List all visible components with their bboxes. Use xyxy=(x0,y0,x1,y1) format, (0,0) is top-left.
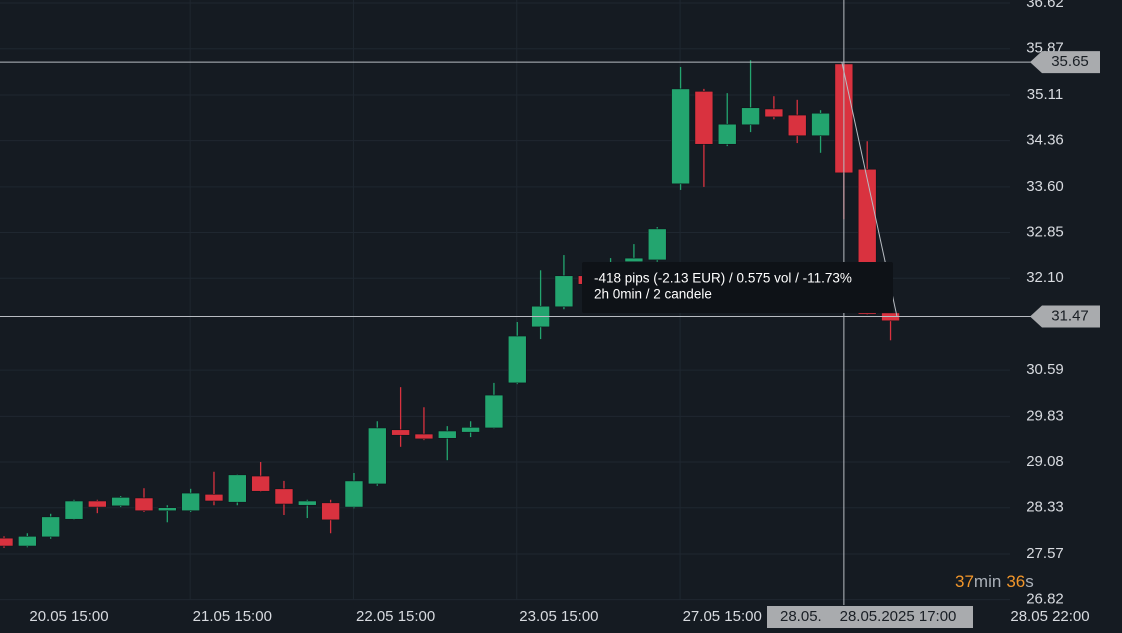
tooltip-box xyxy=(582,262,893,313)
candle-body xyxy=(88,500,107,508)
time-label: 28.05.2025 17:00 xyxy=(840,608,957,625)
candle-body xyxy=(414,433,434,440)
candle-body xyxy=(461,427,480,433)
price-label-box xyxy=(1030,51,1100,74)
tooltip-line: -418 pips (-2.13 EUR) / 0.575 vol / -11.… xyxy=(594,271,852,286)
y-tick-label: 32.10 xyxy=(1026,269,1064,286)
candle-body xyxy=(228,474,247,503)
y-tick-label: 36.62 xyxy=(1026,0,1064,11)
x-tick-label: 20.05 15:00 xyxy=(29,608,108,625)
x-tick-label: 27.05 15:00 xyxy=(683,608,762,625)
price-label: 35.65 xyxy=(1051,53,1089,70)
candle-body xyxy=(251,475,270,492)
y-tick-label: 35.11 xyxy=(1027,86,1063,103)
y-tick-label: 26.82 xyxy=(1026,591,1064,608)
candle-body xyxy=(134,497,154,512)
x-tick-label: 23.05 15:00 xyxy=(519,608,598,625)
candle-body xyxy=(274,488,294,505)
candle-body xyxy=(297,500,317,506)
candle-body xyxy=(671,88,690,185)
candle-body xyxy=(694,91,714,145)
countdown-part: min xyxy=(974,572,1001,591)
candle-body xyxy=(181,492,200,512)
candle-body xyxy=(484,394,504,429)
countdown-part: 36 xyxy=(1006,572,1025,591)
candle-body xyxy=(158,507,177,512)
candle-body xyxy=(764,108,784,118)
countdown: 37min 36s xyxy=(955,572,1034,591)
y-tick-label: 29.83 xyxy=(1026,407,1064,424)
y-tick-label: 29.08 xyxy=(1026,453,1064,470)
y-tick-label: 32.85 xyxy=(1026,224,1064,241)
candle-body xyxy=(18,535,37,547)
candle-body xyxy=(367,427,387,485)
candle-body xyxy=(437,430,457,439)
candle-body xyxy=(321,502,340,521)
candle-body xyxy=(741,107,760,126)
candle-body xyxy=(0,537,14,547)
x-tick-label-partial: 28.05. xyxy=(780,608,822,625)
x-tick-label: 21.05 15:00 xyxy=(193,608,272,625)
y-tick-label: 28.33 xyxy=(1026,499,1064,516)
x-tick-label: 22.05 15:00 xyxy=(356,608,435,625)
tooltip-line: 2h 0min / 2 candele xyxy=(594,287,712,302)
candle-body xyxy=(787,114,807,137)
candle-body xyxy=(624,257,644,263)
candle-body xyxy=(811,112,830,137)
y-tick-label: 30.59 xyxy=(1026,361,1064,378)
x-tick-label: 28.05 22:00 xyxy=(1010,608,1089,625)
countdown-part: s xyxy=(1025,572,1034,591)
price-label-box xyxy=(1030,305,1100,328)
candle-body xyxy=(64,500,84,520)
countdown-part: 37 xyxy=(955,572,974,591)
candle-body xyxy=(111,497,130,507)
candle-body xyxy=(344,480,364,508)
y-tick-label: 33.60 xyxy=(1026,178,1064,195)
time-label-box xyxy=(767,606,973,628)
candle-body xyxy=(554,275,574,308)
price-label: 31.47 xyxy=(1051,308,1089,325)
candle-body xyxy=(391,429,410,436)
y-tick-label: 27.57 xyxy=(1026,545,1064,562)
candle-body xyxy=(717,123,737,145)
candle-body xyxy=(41,516,60,538)
candle-body xyxy=(647,228,667,261)
candle-body xyxy=(204,493,224,502)
candle-body xyxy=(507,335,527,384)
y-tick-label: 34.36 xyxy=(1026,132,1064,149)
